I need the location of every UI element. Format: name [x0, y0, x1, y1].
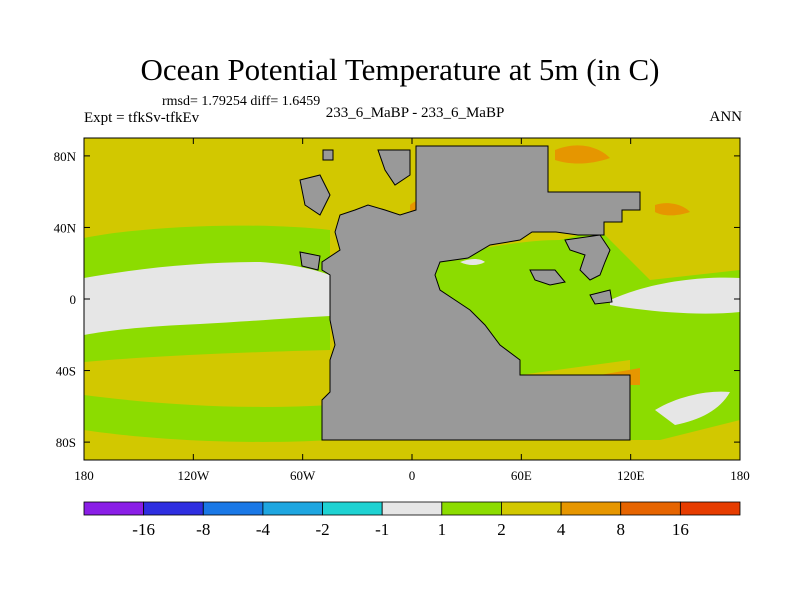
- colorbar-label: -4: [256, 520, 271, 539]
- season-label: ANN: [709, 109, 743, 125]
- colorbar-swatch: [202, 501, 264, 516]
- colorbar-swatch: [679, 501, 741, 516]
- colorbar-swatch: [441, 501, 502, 516]
- colorbar-label: 2: [497, 520, 506, 539]
- y-tick-label: 40N: [54, 220, 77, 235]
- y-tick-label: 0: [70, 292, 77, 307]
- colorbar-label: 4: [557, 520, 566, 539]
- y-tick-label: 80N: [54, 149, 77, 164]
- case-label: 233_6_MaBP - 233_6_MaBP: [325, 105, 505, 121]
- colorbar-swatch: [143, 501, 204, 516]
- colorbar-label: 8: [616, 520, 625, 539]
- colorbar-swatch: [322, 501, 383, 516]
- chart-title: Ocean Potential Temperature at 5m (in C): [140, 52, 660, 87]
- map-field: [84, 138, 740, 460]
- colorbar-label: -2: [315, 520, 329, 539]
- colorbar-swatch: [381, 501, 443, 516]
- y-tick-label: 40S: [56, 364, 76, 379]
- colorbar-label: -16: [132, 520, 155, 539]
- experiment-label: Expt = tfkSv-tfkEv: [84, 110, 200, 126]
- field-region-neg1-1: [84, 259, 740, 425]
- colorbar-swatch: [560, 501, 622, 516]
- x-tick-label: 120E: [617, 468, 645, 483]
- x-tick-label: 60W: [290, 468, 316, 483]
- x-tick-label: 180: [74, 468, 94, 483]
- colorbar-swatch: [501, 501, 562, 516]
- colorbar-swatch: [262, 501, 323, 516]
- x-tick-label: 60E: [511, 468, 532, 483]
- colorbar-label: -1: [375, 520, 389, 539]
- x-tick-label: 0: [409, 468, 416, 483]
- axes: 180 120W 60W 0 60E 120E 180 80N 40N 0 40S 80S: [54, 138, 750, 483]
- colorbar-label: -8: [196, 520, 210, 539]
- colorbar-label: 16: [672, 520, 689, 539]
- colorbar: -16 -8 -4 -2 -1 1 2 4 8 16: [83, 501, 741, 539]
- colorbar-swatch: [620, 501, 681, 516]
- colorbar-label: 1: [438, 520, 447, 539]
- land-mask: [299, 145, 641, 441]
- y-tick-label: 80S: [56, 435, 76, 450]
- x-tick-label: 120W: [177, 468, 210, 483]
- stats-text: rmsd= 1.79254 diff= 1.6459: [162, 94, 321, 109]
- colorbar-swatch: [83, 501, 145, 516]
- x-tick-label: 180: [730, 468, 750, 483]
